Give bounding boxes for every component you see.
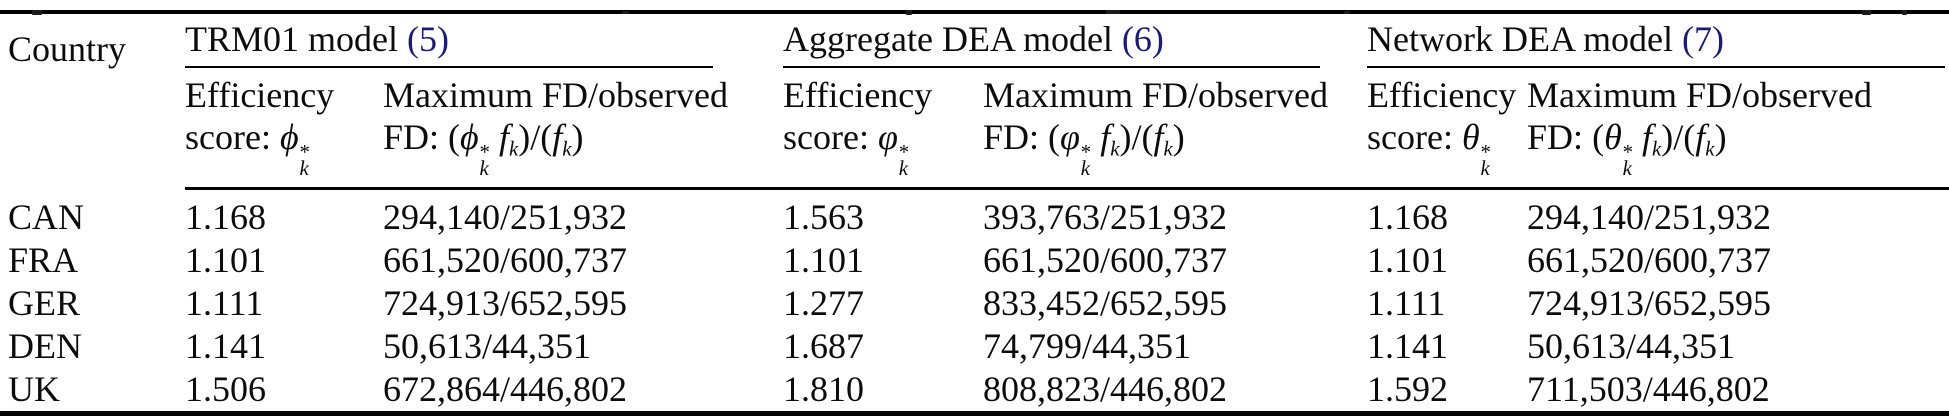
group-header-network-dea: Network DEA model (7) (1367, 12, 1949, 68)
ratio-cell-trm01: 724,913/652,595 (383, 282, 628, 323)
results-table: Country TRM01 model (5) Aggregate DEA mo… (0, 10, 1949, 416)
efficiency-cell-aggregate: 1.810 (783, 368, 865, 409)
ratio-cell-trm01: 672,864/446,802 (383, 368, 628, 409)
table-row: FRA 1.101 661,520/600,737 1.101 661,520/… (0, 239, 1949, 282)
ratio-cell-aggregate: 74,799/44,351 (983, 325, 1192, 366)
table-header: Country TRM01 model (5) Aggregate DEA mo… (0, 12, 1949, 190)
subheader-line2: FD: (φ * k fk)/(fk) (983, 116, 1185, 181)
table-row: CAN 1.168 294,140/251,932 1.563 393,763/… (0, 188, 1949, 239)
scan-artifact (1106, 10, 1120, 14)
subheader-line2: score: θ * k (1367, 116, 1491, 181)
ratio-formula: (θ * k fk)/(fk) (1592, 116, 1727, 181)
ratio-cell-network: 711,503/446,802 (1527, 368, 1770, 409)
subheader-line1: Efficiency (185, 75, 335, 115)
group-title-underline: TRM01 model (5) (185, 18, 714, 68)
ratio-cell-aggregate: 393,763/251,932 (983, 196, 1228, 237)
table-body: CAN 1.168 294,140/251,932 1.563 393,763/… (0, 188, 1949, 413)
efficiency-symbol: φ * k (877, 116, 910, 181)
efficiency-cell-trm01: 1.141 (185, 325, 266, 366)
group-header-trm01: TRM01 model (5) (185, 12, 783, 68)
subheader-line2: score: ϕ * k (185, 116, 310, 181)
scan-artifact (622, 11, 629, 14)
ratio-cell-aggregate: 833,452/652,595 (983, 282, 1228, 323)
ratio-cell-network: 661,520/600,737 (1527, 239, 1772, 280)
efficiency-cell-aggregate: 1.277 (783, 282, 865, 323)
efficiency-cell-network: 1.592 (1367, 368, 1449, 409)
efficiency-cell-network: 1.101 (1367, 239, 1449, 280)
subheader-line2: score: φ * k (783, 116, 910, 181)
ratio-cell-network: 294,140/251,932 (1527, 196, 1772, 237)
country-cell: DEN (8, 325, 82, 366)
table-row: GER 1.111 724,913/652,595 1.277 833,452/… (0, 282, 1949, 325)
scan-artifact (1344, 11, 1350, 14)
efficiency-cell-aggregate: 1.101 (783, 239, 865, 280)
group-title-underline: Network DEA model (7) (1367, 18, 1946, 68)
sup-sub: * k (479, 140, 490, 181)
efficiency-cell-trm01: 1.168 (185, 196, 266, 237)
country-column-header: Country (0, 12, 185, 188)
sup-sub: * k (299, 140, 310, 181)
model-group-header-row: Country TRM01 model (5) Aggregate DEA mo… (0, 12, 1949, 69)
group-title: TRM01 model (185, 19, 398, 59)
scan-artifact (906, 10, 912, 15)
subheader-efficiency-aggregate: Efficiency score: φ * k (783, 68, 984, 190)
subheader-line1: Maximum FD/observed (383, 75, 728, 115)
group-title: Network DEA model (1367, 19, 1673, 59)
subheader-line1: Maximum FD/observed (1527, 75, 1873, 115)
equation-ref-link[interactable]: (5) (407, 19, 449, 59)
sup-sub: * k (1480, 140, 1491, 181)
table-row: DEN 1.141 50,613/44,351 1.687 74,799/44,… (0, 325, 1949, 368)
equation-ref-link[interactable]: (6) (1121, 19, 1164, 59)
efficiency-cell-network: 1.111 (1367, 282, 1446, 323)
sup-sub: * k (1622, 140, 1634, 181)
subheader-line1: Efficiency (783, 75, 933, 115)
sup-sub: * k (1080, 140, 1092, 181)
sup-sub: * k (898, 140, 910, 181)
efficiency-cell-trm01: 1.101 (185, 239, 266, 280)
country-cell: GER (8, 282, 80, 323)
scan-artifact (32, 10, 42, 15)
subheader-maxfd-aggregate: Maximum FD/observed FD: (φ * k fk)/(fk) (983, 68, 1368, 190)
ratio-cell-aggregate: 661,520/600,737 (983, 239, 1228, 280)
sub-header-row: Efficiency score: ϕ * k Maximum FD/observe… (0, 68, 1949, 190)
ratio-formula: (φ * k fk)/(fk) (1048, 116, 1185, 181)
efficiency-cell-trm01: 1.506 (185, 368, 266, 409)
efficiency-cell-network: 1.141 (1367, 325, 1449, 366)
efficiency-cell-trm01: 1.111 (185, 282, 264, 323)
subheader-efficiency-trm01: Efficiency score: ϕ * k (185, 68, 383, 190)
subheader-line1: Maximum FD/observed (983, 75, 1328, 115)
scan-artifact (1902, 10, 1907, 15)
efficiency-symbol: θ * k (1462, 116, 1491, 181)
group-title-underline: Aggregate DEA model (6) (783, 18, 1321, 68)
country-cell: UK (8, 368, 60, 409)
subheader-line2: FD: (θ * k fk)/(fk) (1527, 116, 1727, 181)
group-header-aggregate-dea: Aggregate DEA model (6) (783, 12, 1367, 68)
country-header-label: Country (8, 29, 127, 69)
subheader-maxfd-trm01: Maximum FD/observed FD: (ϕ * k fk)/(fk) (383, 68, 784, 190)
ratio-cell-trm01: 50,613/44,351 (383, 325, 592, 366)
scan-artifact (1862, 10, 1871, 15)
paper-table-page: { "meta": { "text_color": "#0c0c0c", "li… (0, 10, 1949, 416)
ratio-cell-network: 724,913/652,595 (1527, 282, 1772, 323)
subheader-efficiency-network: Efficiency score: θ * k (1367, 68, 1528, 190)
efficiency-cell-aggregate: 1.687 (783, 325, 865, 366)
subheader-maxfd-network: Maximum FD/observed FD: (θ * k fk)/(fk) (1527, 68, 1949, 190)
ratio-cell-network: 50,613/44,351 (1527, 325, 1736, 366)
efficiency-symbol: ϕ * k (279, 116, 310, 181)
ratio-cell-trm01: 661,520/600,737 (383, 239, 628, 280)
subheader-line2: FD: (ϕ * k fk)/(fk) (383, 116, 584, 181)
efficiency-cell-network: 1.168 (1367, 196, 1449, 237)
group-title: Aggregate DEA model (783, 19, 1113, 59)
ratio-formula: (ϕ * k fk)/(fk) (448, 116, 584, 181)
ratio-cell-trm01: 294,140/251,932 (383, 196, 628, 237)
efficiency-cell-aggregate: 1.563 (783, 196, 865, 237)
country-cell: FRA (8, 239, 79, 280)
table-row: UK 1.506 672,864/446,802 1.810 808,823/4… (0, 368, 1949, 414)
country-cell: CAN (8, 196, 85, 237)
subheader-line1: Efficiency (1367, 75, 1517, 115)
equation-ref-link[interactable]: (7) (1681, 19, 1724, 59)
ratio-cell-aggregate: 808,823/446,802 (983, 368, 1228, 409)
